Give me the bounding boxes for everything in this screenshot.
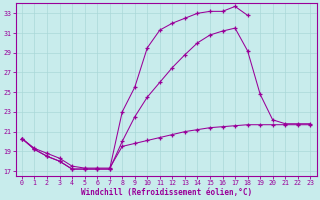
- X-axis label: Windchill (Refroidissement éolien,°C): Windchill (Refroidissement éolien,°C): [81, 188, 252, 197]
